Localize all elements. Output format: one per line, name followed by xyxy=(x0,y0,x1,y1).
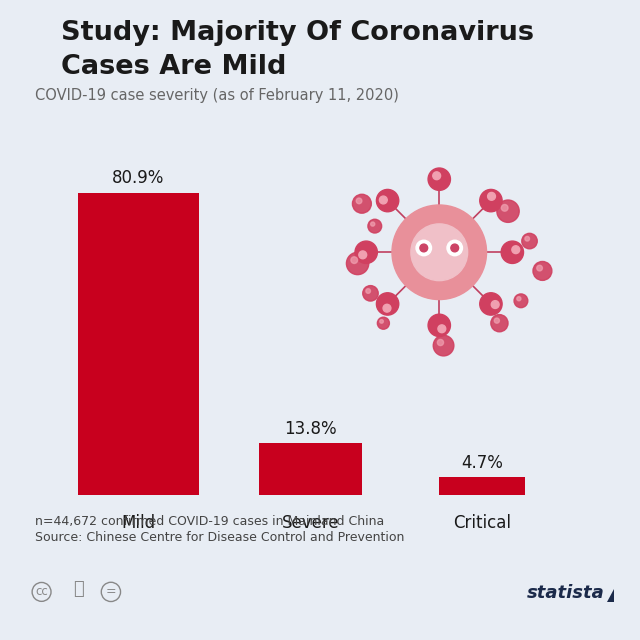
Ellipse shape xyxy=(525,236,529,241)
Ellipse shape xyxy=(351,257,358,264)
Ellipse shape xyxy=(433,172,440,180)
Ellipse shape xyxy=(366,289,371,293)
Ellipse shape xyxy=(501,205,508,211)
Ellipse shape xyxy=(411,224,468,280)
Ellipse shape xyxy=(522,234,537,249)
Text: Mild: Mild xyxy=(122,513,156,532)
Ellipse shape xyxy=(416,240,431,256)
Ellipse shape xyxy=(356,198,362,204)
Ellipse shape xyxy=(488,193,495,200)
Text: n=44,672 confirmed COVID-19 cases in Mainland China: n=44,672 confirmed COVID-19 cases in Mai… xyxy=(35,515,385,528)
Ellipse shape xyxy=(428,168,451,190)
Ellipse shape xyxy=(512,246,520,253)
Ellipse shape xyxy=(533,262,552,280)
Ellipse shape xyxy=(491,315,508,332)
Ellipse shape xyxy=(537,265,543,271)
Ellipse shape xyxy=(380,196,387,204)
Ellipse shape xyxy=(346,252,369,275)
Ellipse shape xyxy=(433,335,454,356)
Bar xyxy=(439,477,525,495)
Ellipse shape xyxy=(494,318,499,323)
Text: 13.8%: 13.8% xyxy=(284,420,337,438)
Ellipse shape xyxy=(517,297,521,301)
Ellipse shape xyxy=(355,241,378,264)
Ellipse shape xyxy=(383,304,391,312)
Ellipse shape xyxy=(480,189,502,212)
Ellipse shape xyxy=(353,195,371,213)
Ellipse shape xyxy=(480,292,502,315)
Ellipse shape xyxy=(514,294,528,308)
Ellipse shape xyxy=(368,220,381,233)
Ellipse shape xyxy=(447,240,463,256)
Text: Ⓘ: Ⓘ xyxy=(74,580,84,598)
Text: 80.9%: 80.9% xyxy=(112,170,164,188)
Ellipse shape xyxy=(497,200,519,222)
Text: Source: Chinese Centre for Disease Control and Prevention: Source: Chinese Centre for Disease Contr… xyxy=(35,531,404,544)
Ellipse shape xyxy=(451,244,459,252)
Ellipse shape xyxy=(437,339,444,346)
Ellipse shape xyxy=(501,241,524,264)
Ellipse shape xyxy=(376,189,399,212)
Ellipse shape xyxy=(420,244,428,252)
Text: Study: Majority Of Coronavirus: Study: Majority Of Coronavirus xyxy=(61,20,534,47)
Bar xyxy=(259,444,362,495)
Bar xyxy=(78,193,198,495)
Text: Cases Are Mild: Cases Are Mild xyxy=(61,54,286,81)
Ellipse shape xyxy=(359,251,367,259)
Text: Severe: Severe xyxy=(282,513,339,532)
Ellipse shape xyxy=(363,285,378,301)
Text: Critical: Critical xyxy=(453,513,511,532)
Text: 4.7%: 4.7% xyxy=(461,454,503,472)
Ellipse shape xyxy=(376,292,399,315)
Ellipse shape xyxy=(378,317,389,329)
Ellipse shape xyxy=(438,325,445,333)
Ellipse shape xyxy=(371,222,375,226)
Ellipse shape xyxy=(380,319,383,323)
Text: COVID-19 case severity (as of February 11, 2020): COVID-19 case severity (as of February 1… xyxy=(35,88,399,103)
Text: cc: cc xyxy=(35,586,48,598)
Ellipse shape xyxy=(428,314,451,337)
Text: =: = xyxy=(106,586,116,598)
Ellipse shape xyxy=(392,205,486,300)
Text: statista: statista xyxy=(527,584,605,602)
Ellipse shape xyxy=(492,301,499,308)
